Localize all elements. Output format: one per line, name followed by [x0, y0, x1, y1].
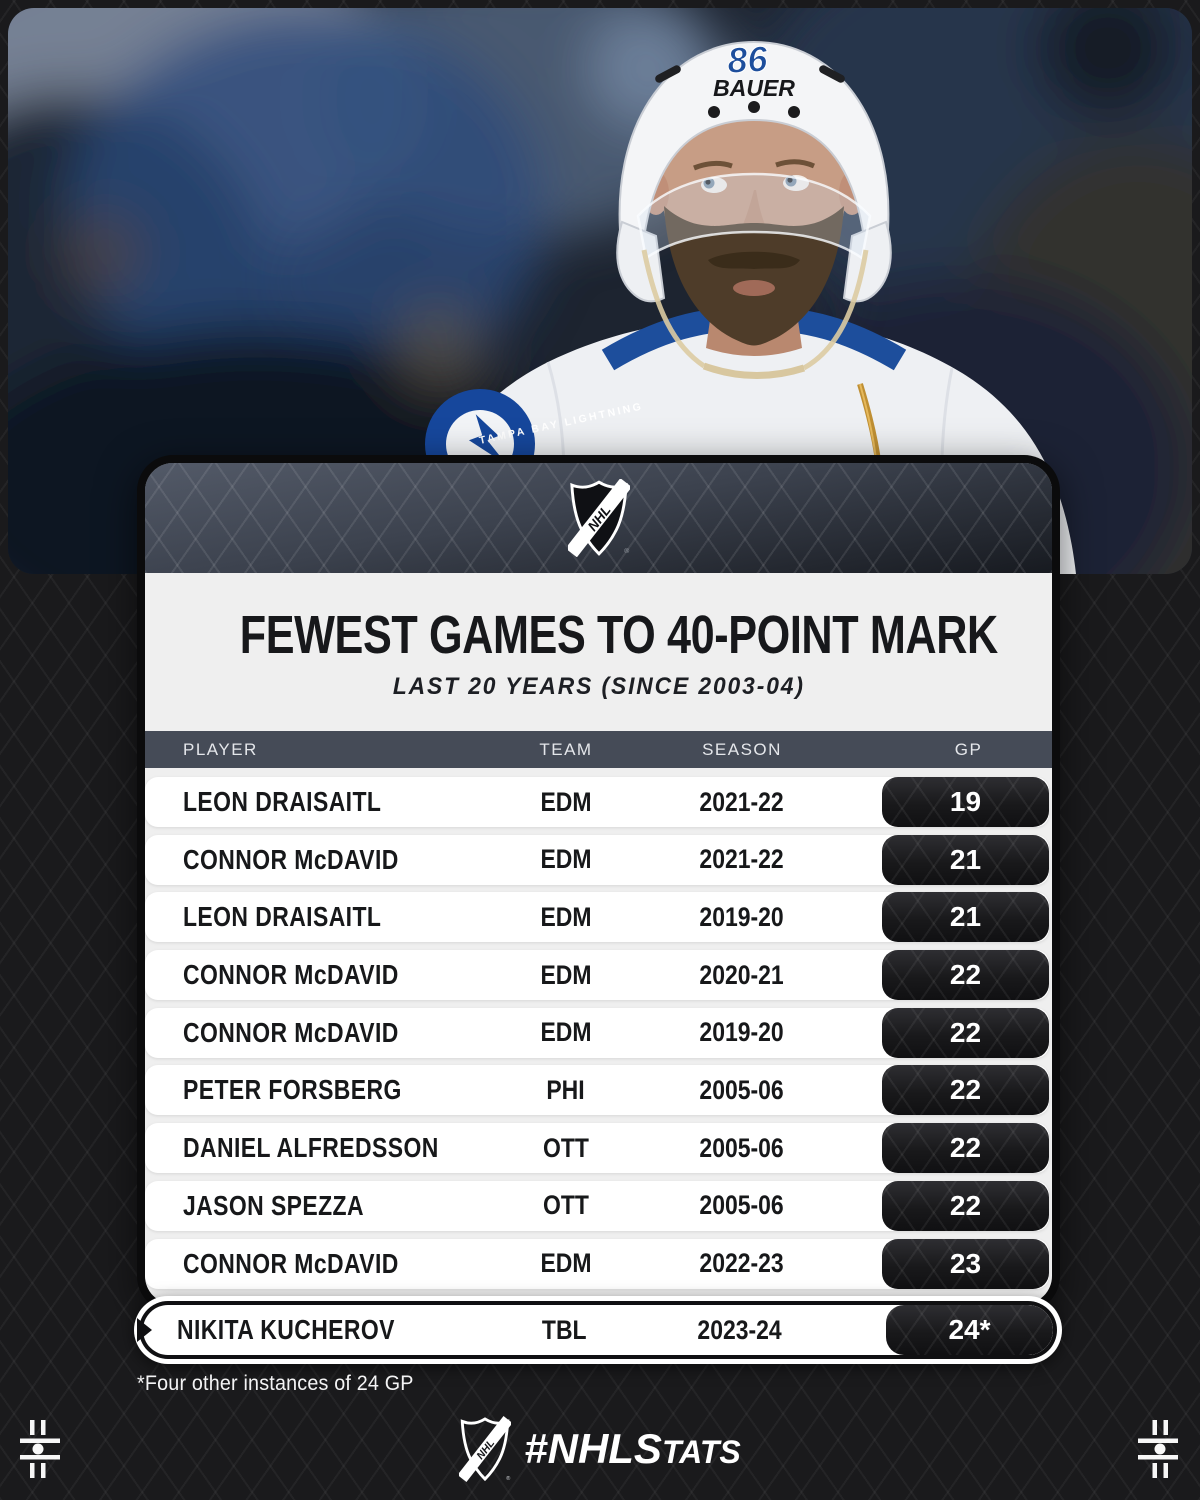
cell-season: 2020-21 [699, 959, 785, 990]
helmet: BAUER 86 [616, 37, 892, 380]
cell-player: LEON DRAISAITL [183, 901, 382, 933]
cell-team: EDM [540, 959, 592, 990]
table-header: PLAYER TEAM SEASON GP [145, 731, 1052, 768]
gp-badge: 22 [882, 1180, 1049, 1231]
footer: NHL ® #NHLSTATS [0, 1416, 1200, 1482]
cell-player: CONNOR McDAVID [183, 1247, 399, 1279]
highlight-row: NIKITA KUCHEROV TBL 2023-24 24* [134, 1296, 1062, 1364]
card-header-band: NHL ® [145, 463, 1052, 573]
highlight-arrow-icon [137, 1318, 152, 1342]
cell-player: NIKITA KUCHEROV [177, 1314, 395, 1345]
page-subtitle: LAST 20 YEARS (SINCE 2003-04) [392, 673, 805, 700]
gp-badge: 22 [882, 1123, 1049, 1174]
registered-mark: ® [624, 547, 629, 555]
cell-player: CONNOR McDAVID [183, 959, 399, 991]
cell-team: EDM [540, 844, 592, 875]
gp-badge: 19 [882, 777, 1049, 827]
gp-badge: 21 [882, 892, 1049, 943]
faceoff-marks-icon-left [20, 1420, 60, 1478]
cell-season: 2019-20 [699, 1017, 785, 1048]
cell-team: EDM [540, 1017, 592, 1048]
table-row: CONNOR McDAVID EDM 2019-20 22 [145, 1007, 1049, 1058]
cell-player: LEON DRAISAITL [183, 786, 382, 817]
cell-team: PHI [546, 1074, 586, 1105]
cell-season: 2005-06 [699, 1190, 785, 1221]
table-row: JASON SPEZZA OTT 2005-06 22 [145, 1180, 1049, 1231]
gp-badge: 21 [882, 834, 1049, 885]
cell-player: CONNOR McDAVID [183, 1016, 399, 1048]
cell-team: EDM [540, 901, 592, 932]
cell-season: 2022-23 [699, 1248, 785, 1278]
cell-team: OTT [543, 1132, 589, 1163]
footnote: *Four other instances of 24 GP [137, 1372, 414, 1395]
gp-badge: 24* [886, 1305, 1053, 1355]
gp-badge: 23 [882, 1238, 1049, 1289]
stats-card: NHL ® FEWEST GAMES TO 40-POINT MARK LAST… [137, 455, 1060, 1312]
table-row: LEON DRAISAITL EDM 2021-22 19 [145, 777, 1049, 827]
cell-team: EDM [540, 786, 592, 817]
stats-card-body: NHL ® FEWEST GAMES TO 40-POINT MARK LAST… [145, 463, 1052, 1304]
helmet-number-text: 86 [726, 38, 769, 81]
faceoff-marks-icon-right [1138, 1420, 1178, 1478]
helmet-brand-text: BAUER [713, 75, 795, 101]
gp-badge: 22 [882, 1007, 1049, 1058]
header-season-label: SEASON [702, 739, 782, 759]
cell-season: 2021-22 [699, 786, 785, 817]
table-row: DANIEL ALFREDSSON OTT 2005-06 22 [145, 1123, 1049, 1174]
header-team-label: TEAM [539, 739, 593, 759]
footer-registered-mark: ® [506, 1475, 511, 1482]
cell-team: TBL [541, 1314, 587, 1345]
table-row: LEON DRAISAITL EDM 2019-20 21 [145, 892, 1049, 943]
nhl-shield-icon: NHL ® [567, 479, 630, 557]
cell-player: JASON SPEZZA [183, 1189, 364, 1221]
table-row: CONNOR McDAVID EDM 2022-23 23 [145, 1238, 1049, 1289]
table-row: CONNOR McDAVID EDM 2021-22 21 [145, 834, 1049, 885]
page-title: FEWEST GAMES TO 40-POINT MARK [239, 605, 998, 665]
table-rows: LEON DRAISAITL EDM 2021-22 19 CONNOR McD… [145, 777, 1049, 1289]
table-row: CONNOR McDAVID EDM 2020-21 22 [145, 950, 1049, 1001]
gp-badge: 22 [882, 1065, 1049, 1116]
table-row: PETER FORSBERG PHI 2005-06 22 [145, 1065, 1049, 1116]
header-gp-label: GP [954, 739, 983, 759]
cell-player: CONNOR McDAVID [183, 843, 399, 875]
player-face [643, 100, 865, 346]
gp-badge: 22 [882, 950, 1049, 1001]
footer-nhl-shield-icon: NHL ® [459, 1416, 512, 1482]
cell-season: 2021-22 [699, 844, 785, 875]
cell-player: PETER FORSBERG [183, 1074, 402, 1106]
cell-season: 2005-06 [699, 1132, 785, 1163]
header-player-label: PLAYER [183, 739, 258, 759]
visor [636, 172, 872, 261]
stats-table: PLAYER TEAM SEASON GP LEON DRAISAITL EDM… [145, 731, 1052, 1289]
cell-season: 2019-20 [699, 901, 785, 932]
cell-team: EDM [540, 1248, 592, 1278]
footer-hashtag: #NHLSTATS [524, 1425, 741, 1472]
cell-player: DANIEL ALFREDSSON [183, 1132, 439, 1164]
cell-season: 2023-24 [697, 1314, 783, 1345]
cell-season: 2005-06 [699, 1074, 785, 1105]
cell-team: OTT [543, 1190, 589, 1221]
